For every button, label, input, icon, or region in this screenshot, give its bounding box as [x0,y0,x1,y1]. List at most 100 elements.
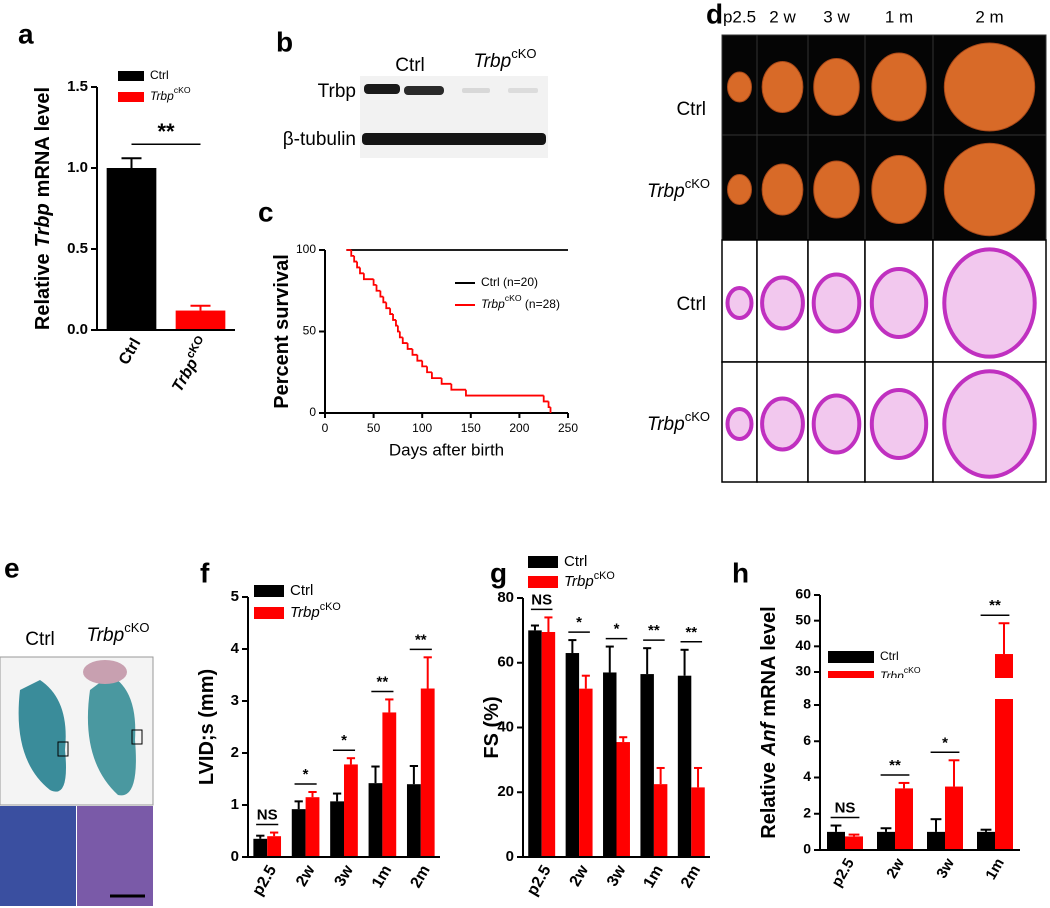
y-tick-label: 60 [497,654,514,671]
significance-label: NS [835,800,856,817]
bar [382,712,397,857]
label-text: Ctrl [290,582,313,599]
y-tick-label: 40 [497,718,514,735]
bar [267,836,282,857]
column-label: p2.5 [723,7,756,26]
bar [528,630,542,857]
heart [813,160,860,219]
heart [761,163,804,216]
y-tick-label: 3 [231,692,239,709]
legend-label: TrbpcKO [564,570,615,590]
superscript: cKO [320,601,341,613]
survival-step [465,389,544,397]
x-tick-label: 2w [293,862,319,889]
legend-label: Ctrl [564,553,587,570]
label-text: Percent survival [271,254,293,409]
x-tick-label: 2w [883,855,908,881]
y-axis-label: Relative Trbp mRNA level [32,87,54,330]
x-tick-label: TrbpcKO [167,334,214,395]
row-label: TrbpcKO [647,409,710,435]
heart [871,52,927,122]
y-tick-label: 0 [231,848,239,865]
y-tick-label: 4 [803,768,811,784]
survival-step [395,319,398,327]
bar [945,786,963,850]
x-tick-label: 1m [641,863,667,892]
y-tick-label: 4 [231,640,240,657]
bar [579,688,593,857]
y-tick-label: 1.5 [67,78,88,95]
significance-label: ** [685,624,697,641]
gene: Trbp [647,414,685,435]
heart-outline [811,272,862,334]
histology: Ctrl TrbpcKO [0,620,154,906]
label-text: Trbp [564,573,594,590]
bar [827,831,845,850]
label-text: Trbp [169,356,201,395]
y-tick-label: 30 [795,663,811,679]
x-tick-label: 3w [604,862,630,889]
band [404,86,444,95]
x-tick-label: 150 [461,421,481,435]
label-text: p2.5 [524,863,555,899]
bar [877,831,895,850]
significance-label: NS [257,807,278,824]
x-tick-label: p2.5 [828,855,858,889]
inset-box [131,729,143,745]
panel-label: a [18,18,34,49]
bar [253,838,268,857]
panel-label: g [490,557,507,588]
panel-label: b [276,26,293,57]
significance-label: * [303,766,309,783]
superscript: cKO [124,620,149,635]
label-text: 1m [982,855,1008,882]
bar [845,836,863,850]
label-text: mRNA level [758,606,780,716]
column-label: 1 m [885,7,913,26]
band [462,88,490,93]
survival-step [431,372,442,380]
survival-step [372,279,377,286]
survival-step [426,366,432,374]
label-text: 1m [369,863,395,892]
y-tick-label: 0 [506,848,514,865]
tissue [87,675,136,796]
label-text: Ctrl [116,336,145,368]
bar [368,783,383,857]
y-tick-label: 60 [795,586,811,602]
bar [640,674,654,857]
bar [677,675,692,857]
bar [977,831,995,850]
label-text: FS (%) [481,696,503,758]
survival-step [440,378,452,385]
significance-label: ** [989,597,1001,614]
label-text: Ctrl [880,649,899,663]
heart [727,71,752,103]
superscript: cKO [184,334,206,361]
x-tick-label: 100 [412,421,432,435]
y-tick-label: 0.5 [67,240,88,257]
y-tick-label: 80 [497,589,514,606]
significance-label: ** [889,757,901,774]
x-tick-label: Ctrl [116,336,145,368]
survival-step [353,255,358,263]
bar [995,654,1013,850]
label-text: 1m [641,863,667,892]
bar [420,688,435,857]
x-tick-label: 0 [322,421,329,435]
y-tick-label: 40 [795,637,811,653]
column-label: TrbpcKO [87,620,150,646]
x-tick-label: 2w [567,862,593,889]
superscript: cKO [505,293,522,303]
bar [541,631,556,857]
significance-label: * [942,734,948,751]
y-tick-label: 0 [803,841,811,857]
legend-swatch [528,576,558,588]
bar [895,788,913,850]
label-text: Ctrl [150,68,169,82]
legend-label: Ctrl [880,649,899,663]
legend-swatch [828,651,874,663]
label-text: 2w [293,862,319,889]
blot-column: TrbpcKO [474,46,537,72]
blot-column: Ctrl [395,55,425,76]
